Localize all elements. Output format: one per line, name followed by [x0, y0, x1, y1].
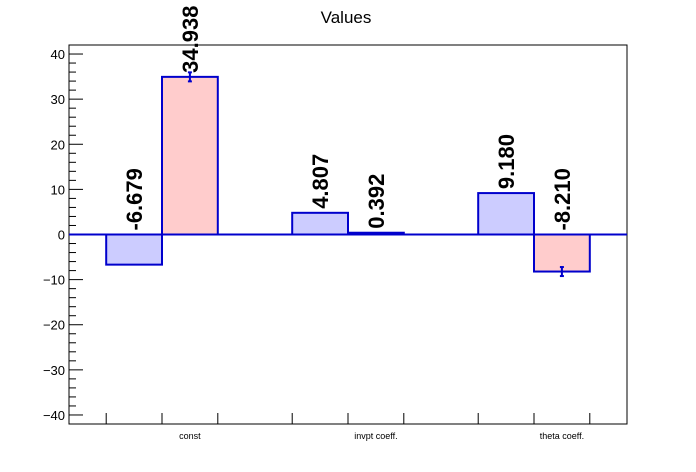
y-tick-label: 30 — [51, 92, 65, 107]
value-label: 4.807 — [308, 154, 333, 209]
bar — [477, 192, 536, 236]
y-tick-label: −40 — [43, 408, 65, 423]
bar — [161, 75, 219, 236]
value-label: 0.392 — [364, 174, 389, 229]
x-category-label: const — [179, 431, 201, 441]
value-label: -6.679 — [122, 168, 147, 230]
y-tick-label: 0 — [58, 228, 65, 243]
y-tick-label: −20 — [43, 318, 65, 333]
bar — [533, 233, 591, 273]
x-category-label: invpt coeff. — [354, 431, 397, 441]
x-category-label: theta coeff. — [540, 431, 584, 441]
y-tick-label: 40 — [51, 47, 65, 62]
chart-title: Values — [321, 8, 372, 27]
y-tick-label: 20 — [51, 137, 65, 152]
value-label: 9.180 — [494, 134, 519, 189]
y-tick-label: −10 — [43, 273, 65, 288]
bar — [105, 233, 163, 266]
bar — [291, 211, 350, 236]
value-label: 34.938 — [178, 6, 203, 73]
value-label: -8.210 — [550, 168, 575, 230]
bars — [105, 71, 591, 278]
y-tick-label: −30 — [43, 363, 65, 378]
x-axis: const invpt coeff. theta coeff. — [105, 413, 591, 441]
y-tick-label: 10 — [51, 182, 65, 197]
value-labels: -6.679 4.807 9.180 34.938 0.392 -8.210 — [122, 6, 575, 231]
